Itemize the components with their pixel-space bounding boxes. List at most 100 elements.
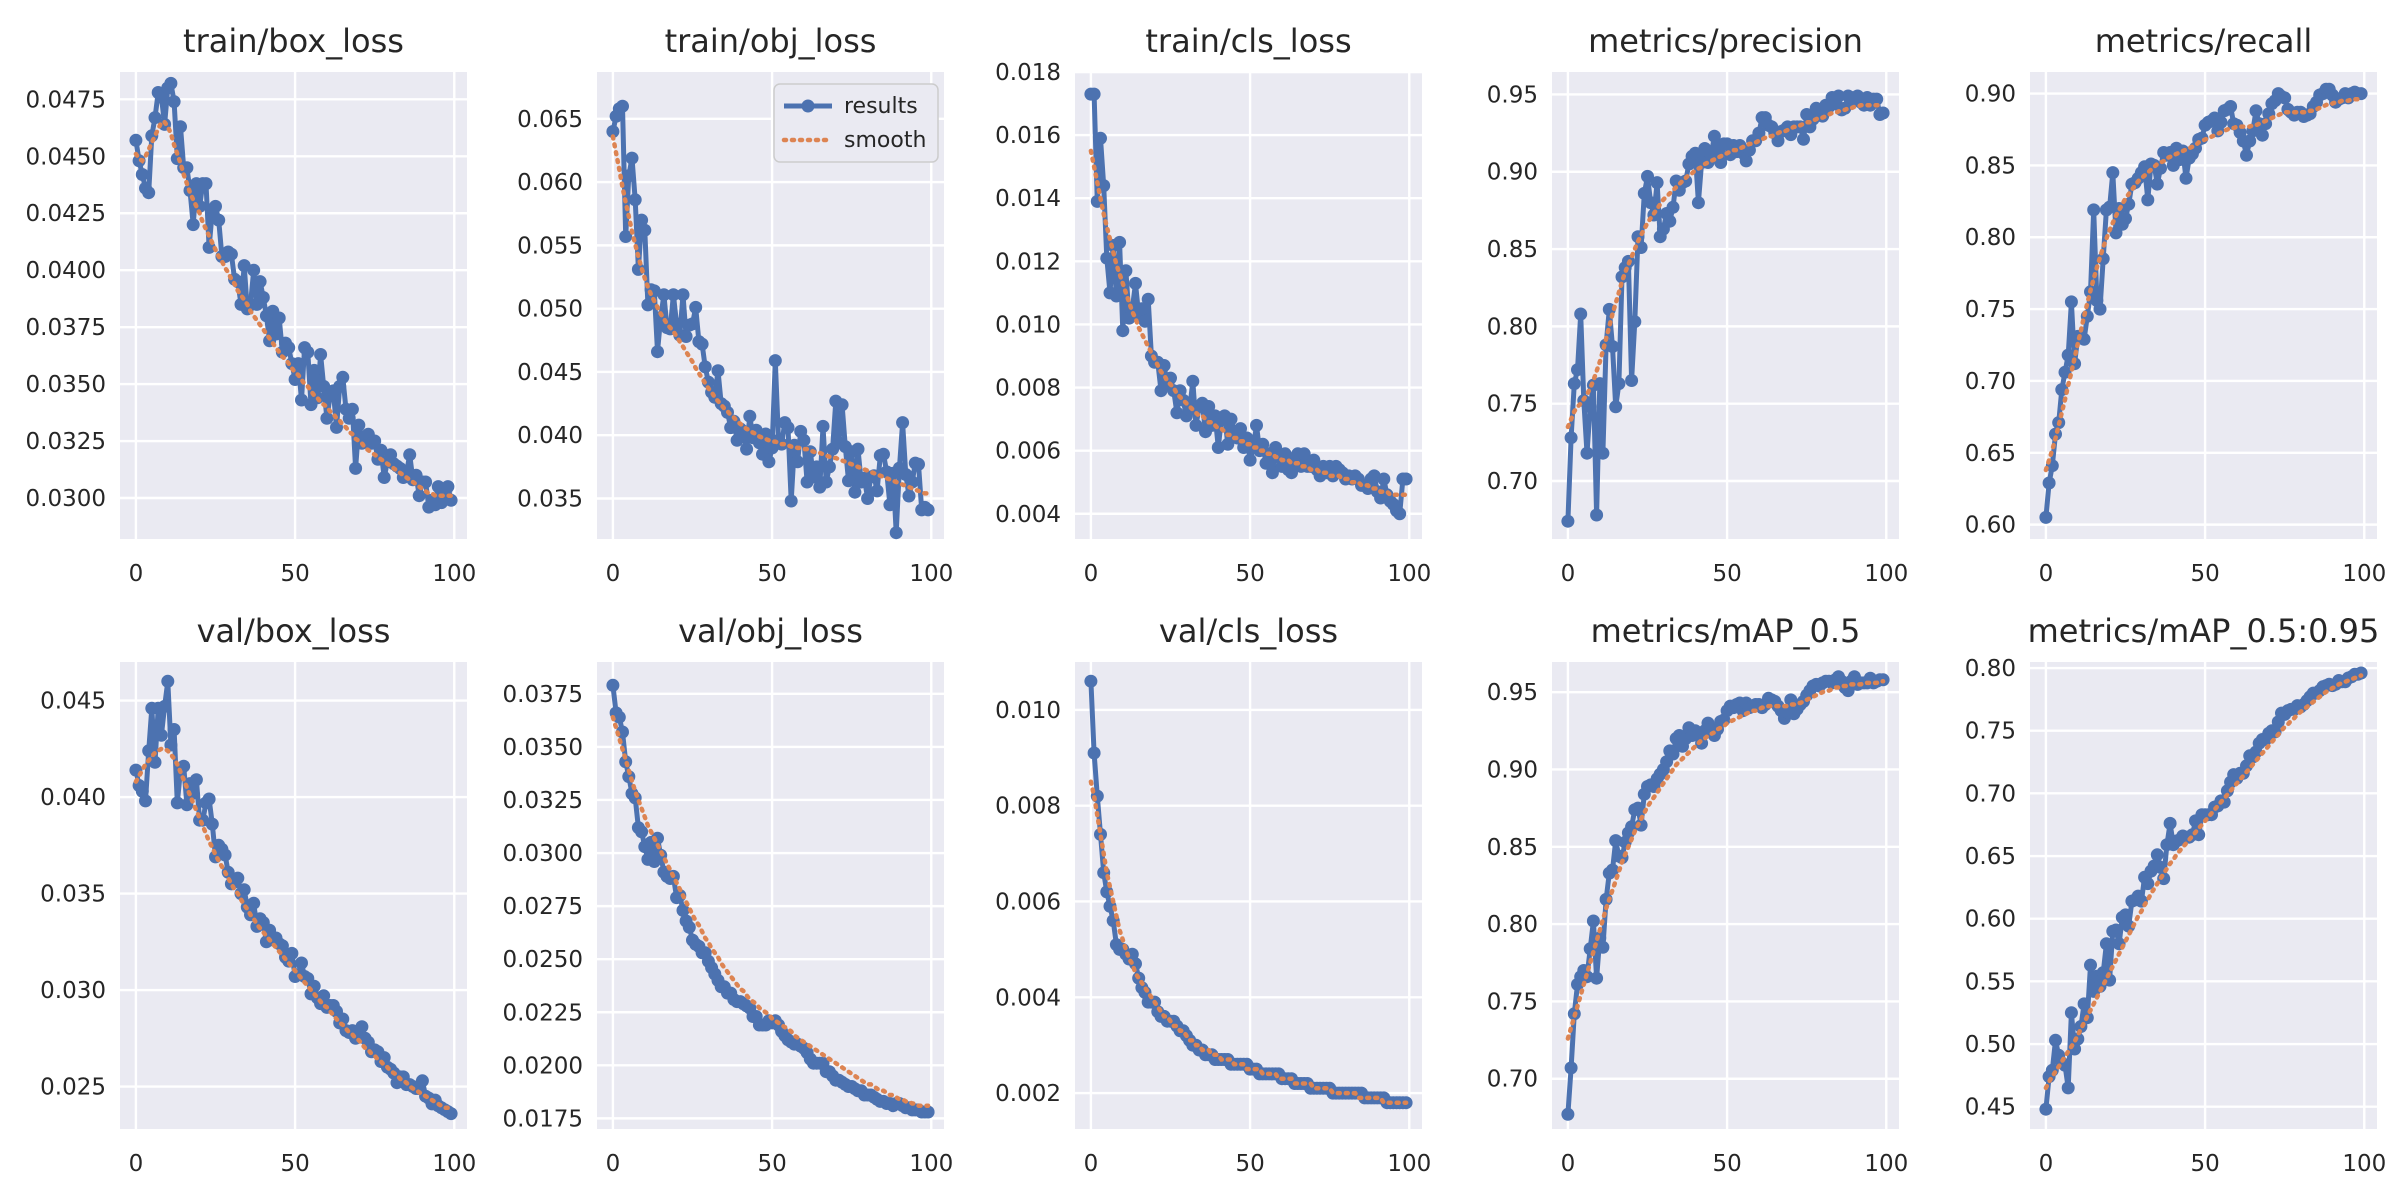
data-point xyxy=(635,825,649,839)
y-tick-label: 0.0275 xyxy=(503,894,583,920)
legend: results smooth xyxy=(773,83,939,163)
data-point xyxy=(285,946,299,960)
plot-area xyxy=(2030,662,2377,1129)
data-point xyxy=(1714,156,1728,169)
x-tick-label: 50 xyxy=(1235,1151,1264,1177)
y-tick-label: 0.065 xyxy=(517,107,583,133)
data-point xyxy=(174,120,187,134)
data-point xyxy=(676,903,690,917)
data-point xyxy=(1116,324,1130,338)
data-point xyxy=(2217,795,2231,809)
data-point xyxy=(606,125,620,138)
y-tick-label: 0.035 xyxy=(40,882,106,908)
x-tick-label: 0 xyxy=(1084,561,1099,587)
data-point xyxy=(625,151,639,165)
data-point xyxy=(698,360,712,374)
data-point xyxy=(352,418,366,432)
data-point xyxy=(154,90,168,104)
data-point xyxy=(2255,128,2269,142)
data-point xyxy=(2119,908,2132,922)
y-tick-label: 0.75 xyxy=(1487,989,1538,1015)
chart-title: metrics/recall xyxy=(2095,22,2313,60)
data-point xyxy=(2150,177,2164,191)
data-point xyxy=(142,186,156,200)
data-point xyxy=(797,433,811,447)
data-point xyxy=(861,492,875,505)
data-point xyxy=(2141,877,2155,891)
data-point xyxy=(1571,363,1584,377)
data-point xyxy=(1265,466,1279,480)
data-point xyxy=(2179,171,2193,185)
x-tick-label: 0 xyxy=(1084,1151,1099,1177)
data-point xyxy=(441,480,455,494)
data-point xyxy=(1141,292,1155,306)
chart-val-obj-loss: 0 50 100 0.0175 0.0200 0.0225 0.0250 0.0275 0.03… xyxy=(503,612,954,1177)
chart-title: metrics/precision xyxy=(1588,22,1863,60)
data-point xyxy=(180,798,194,812)
data-point xyxy=(676,288,690,302)
data-point xyxy=(167,95,181,109)
data-point xyxy=(606,678,620,692)
data-point xyxy=(781,421,795,435)
data-point xyxy=(883,498,897,512)
data-point xyxy=(247,896,261,910)
data-point xyxy=(314,348,328,361)
data-point xyxy=(616,99,629,113)
results-markers xyxy=(1561,89,1890,528)
legend-smooth-label: smooth xyxy=(844,128,926,153)
data-point xyxy=(1606,340,1619,353)
chart-title: metrics/mAP_0.5:0.95 xyxy=(2028,612,2380,650)
data-point xyxy=(1606,863,1619,877)
data-point xyxy=(2042,476,2056,490)
data-point xyxy=(2214,115,2228,129)
data-point xyxy=(2106,166,2120,180)
data-point xyxy=(129,133,143,147)
y-tick-label: 0.70 xyxy=(1487,469,1538,495)
data-point xyxy=(2249,104,2263,118)
data-point xyxy=(1113,235,1127,249)
y-tick-label: 0.0475 xyxy=(26,87,106,113)
y-tick-label: 0.90 xyxy=(1487,757,1538,783)
data-point xyxy=(295,956,308,970)
data-point xyxy=(199,177,213,191)
y-tick-label: 0.008 xyxy=(995,794,1061,820)
y-tick-label: 0.004 xyxy=(995,985,1061,1011)
data-point xyxy=(231,871,245,885)
series-line-smooth xyxy=(1565,102,1886,430)
data-point xyxy=(889,526,903,540)
data-point xyxy=(822,460,836,474)
data-point xyxy=(167,723,181,736)
data-point xyxy=(612,710,626,724)
y-tick-label: 0.70 xyxy=(1487,1067,1538,1093)
y-tick-label: 0.004 xyxy=(995,502,1061,528)
y-tick-label: 0.006 xyxy=(995,889,1061,915)
data-point xyxy=(2150,848,2164,862)
legend-results-label: results xyxy=(844,94,918,119)
data-point xyxy=(1609,400,1623,414)
x-tick-label: 50 xyxy=(280,1151,309,1177)
data-point xyxy=(1596,940,1610,954)
data-point xyxy=(282,341,296,355)
data-point xyxy=(670,317,684,331)
data-point xyxy=(1564,1061,1578,1075)
data-point xyxy=(307,363,321,377)
data-point xyxy=(2087,203,2101,217)
data-point xyxy=(762,455,776,469)
data-point xyxy=(1189,418,1203,432)
data-point xyxy=(1870,92,1884,106)
data-point xyxy=(1876,106,1890,120)
data-point xyxy=(2084,958,2097,972)
data-point xyxy=(237,883,251,897)
legend-results-marker xyxy=(801,99,815,113)
data-point xyxy=(1100,251,1114,265)
data-point xyxy=(810,460,824,474)
data-point xyxy=(1087,87,1101,101)
y-tick-label: 0.060 xyxy=(517,170,583,196)
y-tick-label: 0.045 xyxy=(40,689,106,715)
grid xyxy=(597,662,944,1129)
chart-title: val/obj_loss xyxy=(678,612,863,650)
y-tick-label: 0.016 xyxy=(995,123,1061,149)
grid xyxy=(2030,72,2377,539)
data-point xyxy=(635,213,649,227)
data-point xyxy=(1574,307,1588,321)
